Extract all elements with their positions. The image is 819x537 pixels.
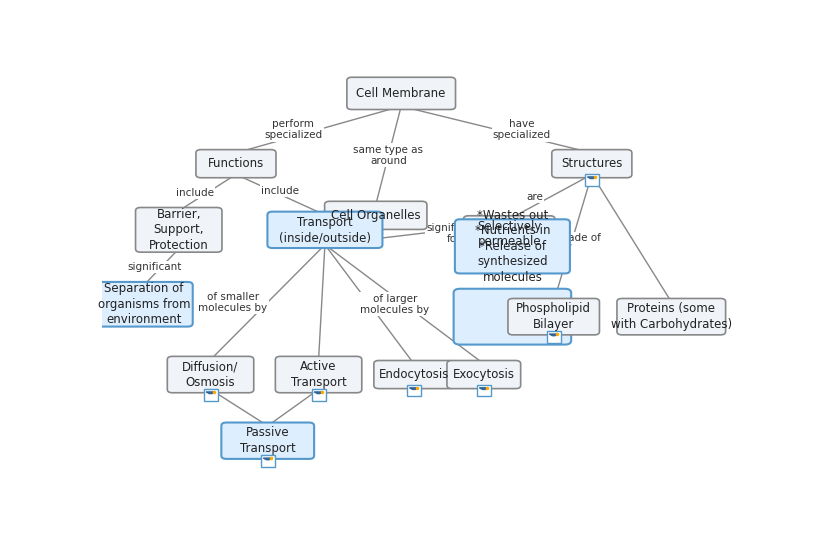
Polygon shape xyxy=(409,388,418,389)
Text: are: are xyxy=(526,192,542,202)
Text: same type as
around: same type as around xyxy=(353,145,423,166)
FancyBboxPatch shape xyxy=(311,389,325,401)
FancyBboxPatch shape xyxy=(546,331,560,343)
FancyBboxPatch shape xyxy=(135,207,222,252)
FancyBboxPatch shape xyxy=(446,360,520,389)
Text: include: include xyxy=(175,187,214,198)
Polygon shape xyxy=(314,392,323,394)
Polygon shape xyxy=(586,177,595,179)
Text: significant: significant xyxy=(128,262,182,272)
Text: of larger
molecules by: of larger molecules by xyxy=(360,294,429,315)
FancyBboxPatch shape xyxy=(406,385,420,396)
Polygon shape xyxy=(263,458,272,460)
FancyBboxPatch shape xyxy=(551,150,631,178)
FancyBboxPatch shape xyxy=(221,423,314,459)
Text: Barrier,
Support,
Protection: Barrier, Support, Protection xyxy=(149,208,208,252)
FancyBboxPatch shape xyxy=(616,299,725,335)
Text: Proteins (some
with Carbohydrates): Proteins (some with Carbohydrates) xyxy=(610,302,731,331)
FancyBboxPatch shape xyxy=(95,282,192,326)
Text: Exocytosis: Exocytosis xyxy=(452,368,514,381)
Polygon shape xyxy=(549,334,558,336)
Text: Selectively
permeable: Selectively permeable xyxy=(477,220,541,248)
FancyBboxPatch shape xyxy=(463,216,554,252)
Polygon shape xyxy=(206,392,215,394)
FancyBboxPatch shape xyxy=(507,299,599,335)
FancyBboxPatch shape xyxy=(203,389,217,401)
FancyBboxPatch shape xyxy=(275,357,361,393)
FancyBboxPatch shape xyxy=(324,201,427,229)
FancyBboxPatch shape xyxy=(373,360,454,389)
FancyBboxPatch shape xyxy=(453,289,571,345)
FancyBboxPatch shape xyxy=(455,219,569,273)
Text: Passive
Transport: Passive Transport xyxy=(240,426,295,455)
Text: Cell Membrane: Cell Membrane xyxy=(356,87,446,100)
Text: Structures: Structures xyxy=(560,157,622,170)
Text: Functions: Functions xyxy=(207,157,264,170)
FancyBboxPatch shape xyxy=(260,455,274,467)
Text: *Wastes out
*Nutrients in
*Release of
synthesized
molecules: *Wastes out *Nutrients in *Release of sy… xyxy=(474,209,550,284)
Text: made of: made of xyxy=(557,233,600,243)
Text: Phospholipid
Bilayer: Phospholipid Bilayer xyxy=(516,302,590,331)
Text: Transport
(inside/outside): Transport (inside/outside) xyxy=(278,215,370,244)
Text: Endocytosis: Endocytosis xyxy=(378,368,449,381)
FancyBboxPatch shape xyxy=(584,174,598,186)
FancyBboxPatch shape xyxy=(167,357,253,393)
Text: of smaller
molecules by: of smaller molecules by xyxy=(198,292,267,313)
Text: significant
for: significant for xyxy=(426,223,480,244)
FancyBboxPatch shape xyxy=(476,385,491,396)
FancyBboxPatch shape xyxy=(346,77,455,110)
Text: include: include xyxy=(261,186,299,195)
Text: Diffusion/
Osmosis: Diffusion/ Osmosis xyxy=(182,360,238,389)
Text: Separation of
organisms from
environment: Separation of organisms from environment xyxy=(97,282,190,326)
Polygon shape xyxy=(479,388,487,389)
Text: Cell Organelles: Cell Organelles xyxy=(331,209,420,222)
FancyBboxPatch shape xyxy=(267,212,382,248)
Text: perform
specialized: perform specialized xyxy=(264,119,322,140)
Text: have
specialized: have specialized xyxy=(492,119,550,140)
FancyBboxPatch shape xyxy=(196,150,276,178)
Text: Active
Transport: Active Transport xyxy=(291,360,346,389)
